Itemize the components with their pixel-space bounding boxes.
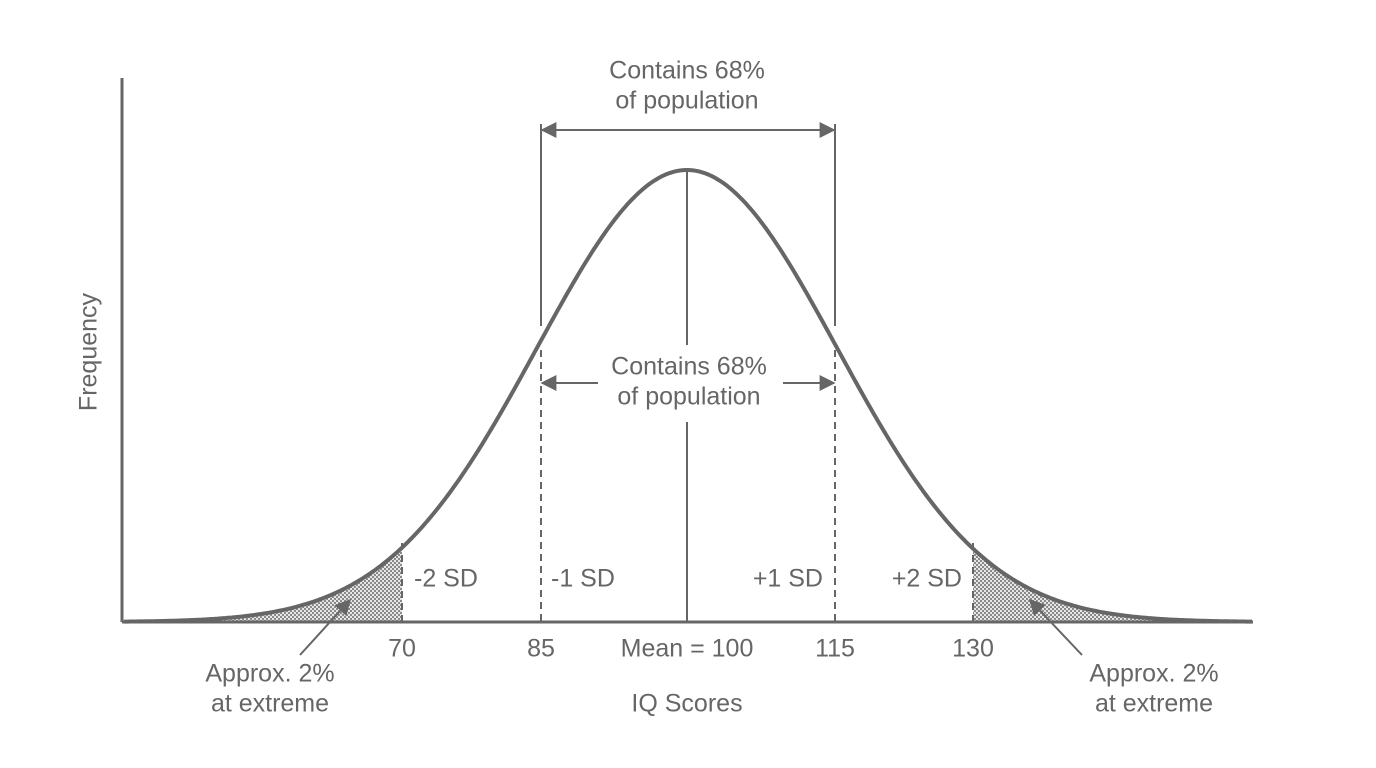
tail-label: at extreme <box>1095 690 1213 718</box>
tail-arrow <box>299 598 352 656</box>
tail-shading <box>973 548 1252 622</box>
annotation: Contains 68% <box>609 57 765 85</box>
annotation: of population <box>615 87 758 115</box>
sd-label: -2 SD <box>414 565 478 593</box>
y-axis-label: Frequency <box>75 292 103 411</box>
tick-label: 85 <box>527 635 555 663</box>
annotation: of population <box>617 383 760 411</box>
sd-label: +1 SD <box>753 565 823 593</box>
tail-label: Approx. 2% <box>1089 660 1218 688</box>
tail-label: Approx. 2% <box>205 660 334 688</box>
tick-label: 70 <box>388 635 416 663</box>
annotation: Contains 68% <box>611 353 767 381</box>
tick-label: Mean = 100 <box>621 635 754 663</box>
sd-label: +2 SD <box>892 565 962 593</box>
sd-label: -1 SD <box>551 565 615 593</box>
tail-label: at extreme <box>211 690 329 718</box>
tick-label: 115 <box>815 635 855 663</box>
tail-shading <box>124 547 402 622</box>
tail-arrow <box>1028 598 1083 656</box>
x-axis-label: IQ Scores <box>631 690 742 718</box>
tick-label: 130 <box>952 635 994 663</box>
